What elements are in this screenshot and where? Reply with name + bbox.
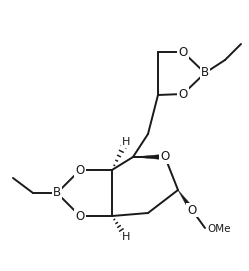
Text: H: H <box>122 232 130 242</box>
Polygon shape <box>133 154 165 160</box>
Text: O: O <box>160 150 170 163</box>
Text: OMe: OMe <box>207 224 231 234</box>
Text: O: O <box>75 209 85 222</box>
Polygon shape <box>178 190 194 212</box>
Text: O: O <box>75 163 85 176</box>
Text: B: B <box>53 186 61 199</box>
Text: H: H <box>122 137 130 147</box>
Text: B: B <box>201 66 209 79</box>
Text: O: O <box>178 46 188 59</box>
Text: O: O <box>178 88 188 101</box>
Text: O: O <box>187 204 197 217</box>
